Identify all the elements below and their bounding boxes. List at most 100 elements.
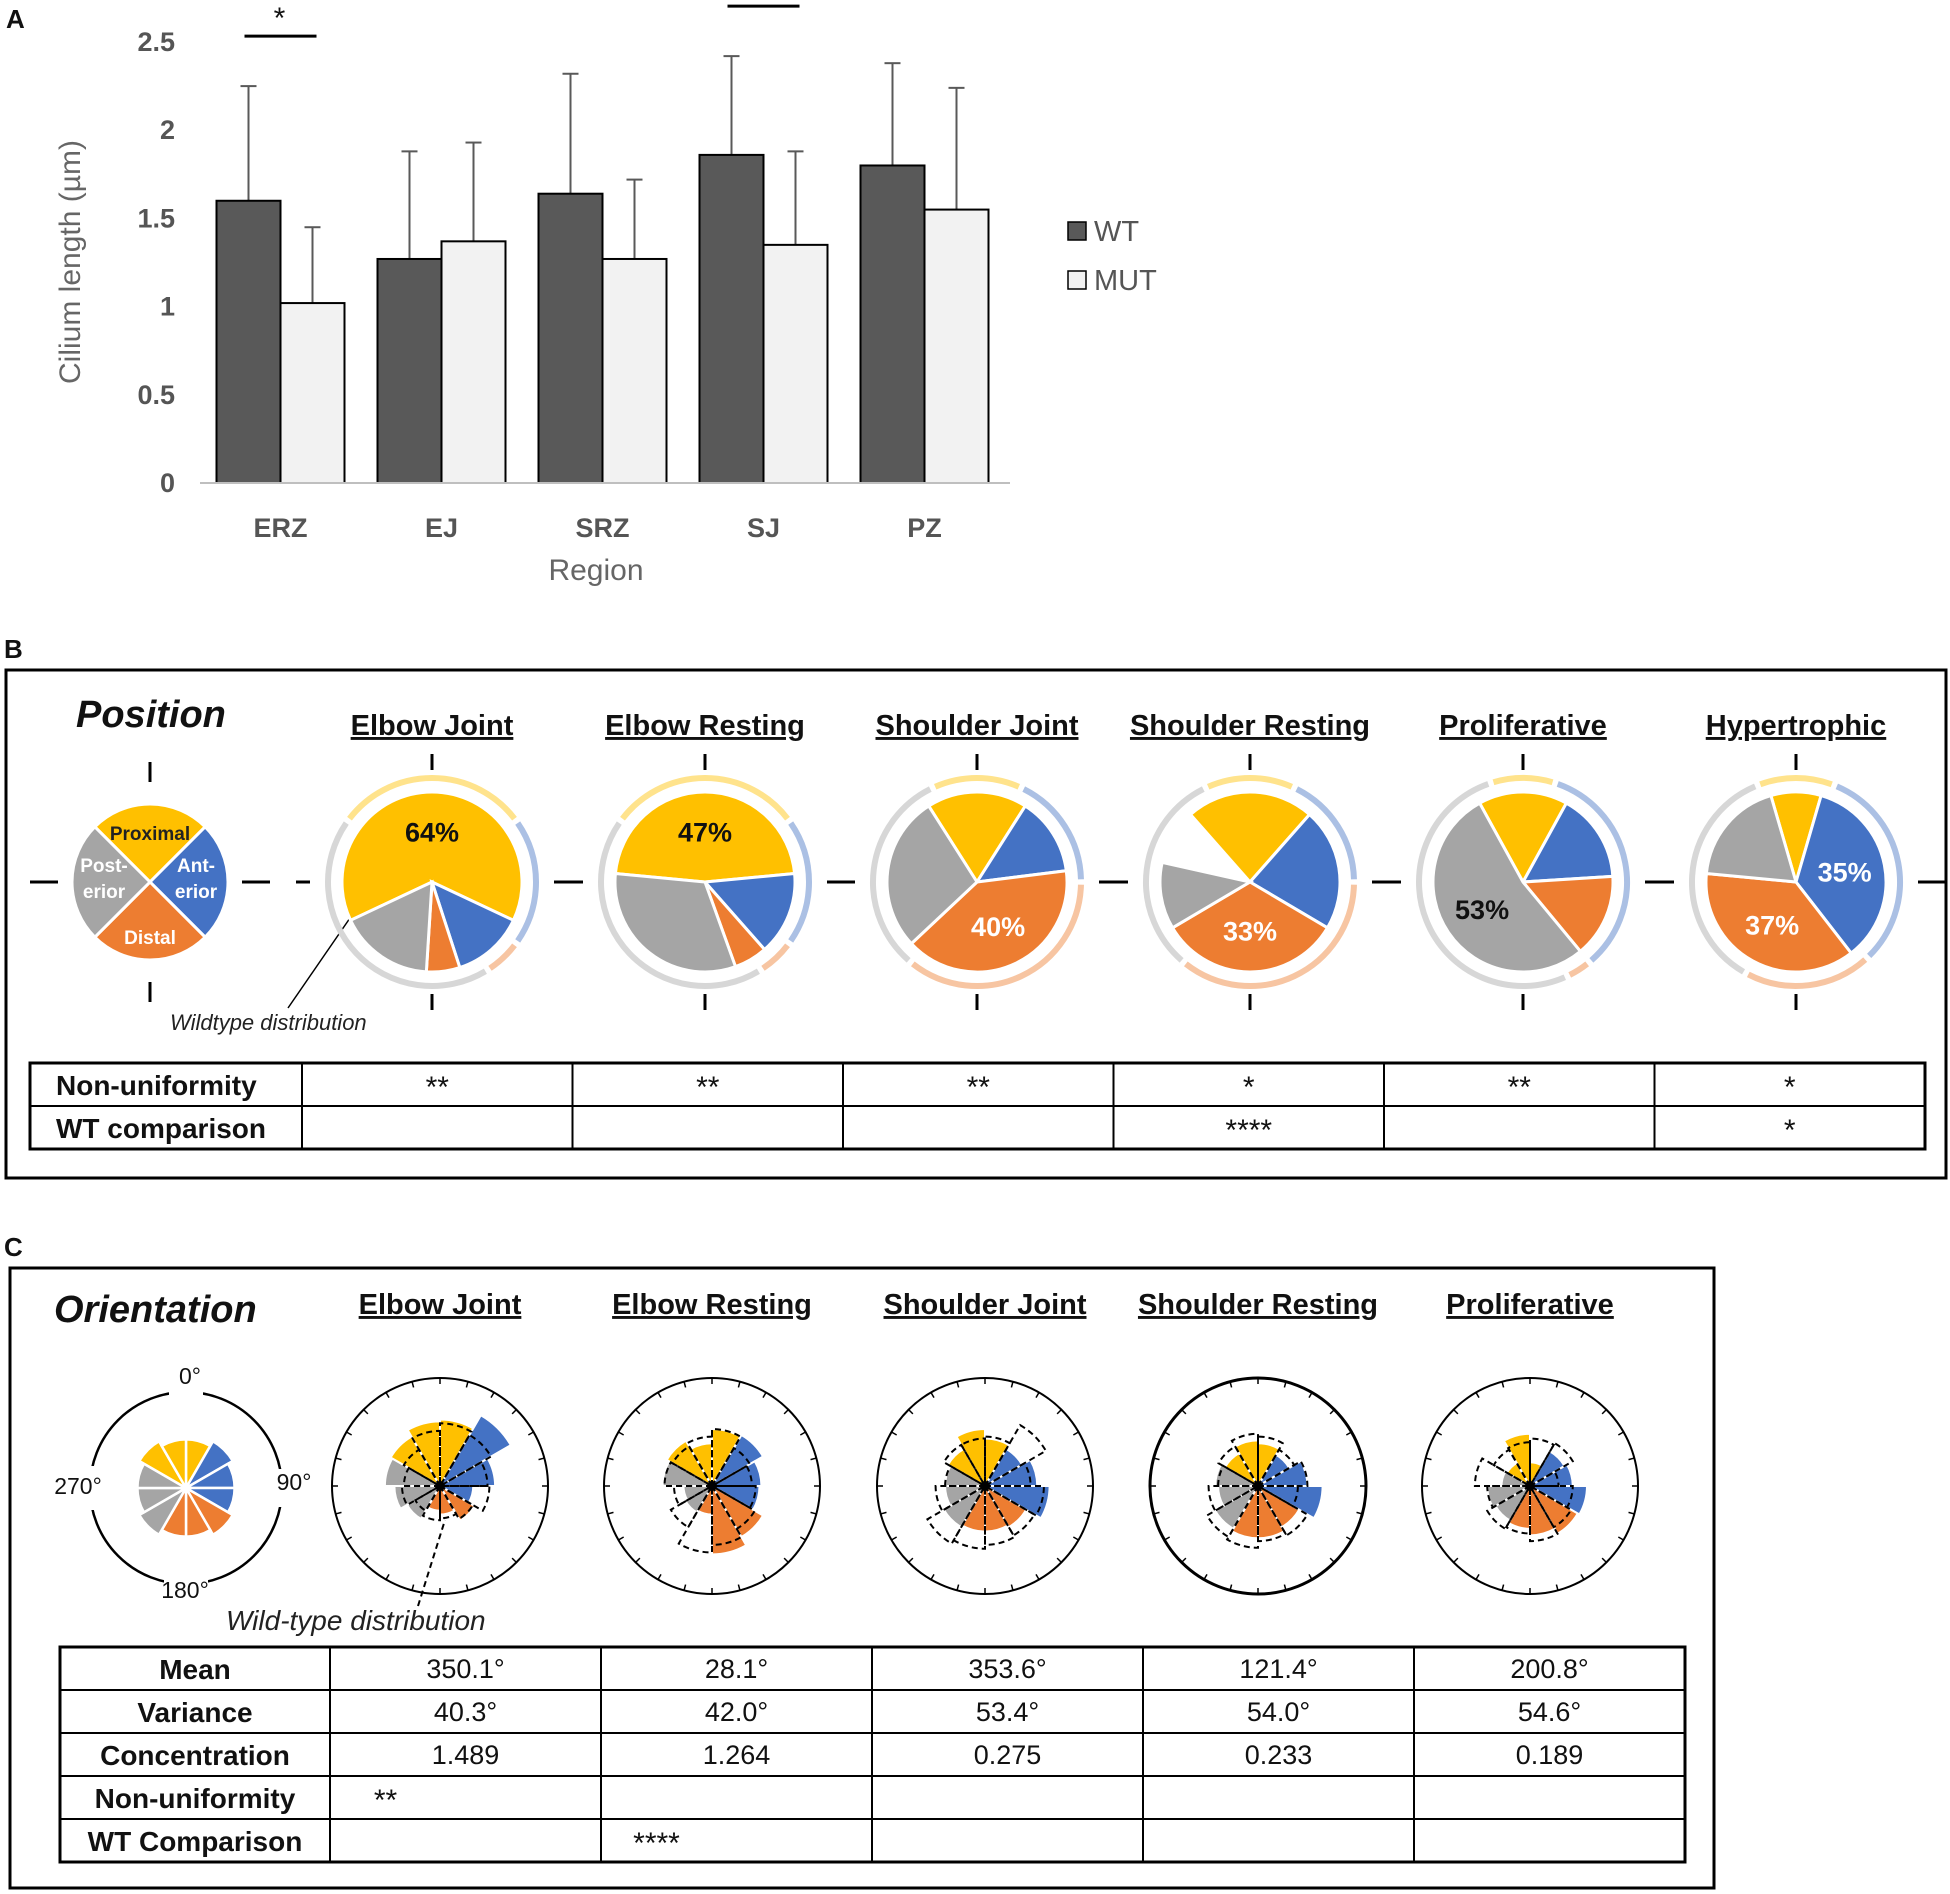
orientation-col-header: Shoulder Joint xyxy=(884,1289,1087,1321)
rose-wildtype-outline xyxy=(1225,1482,1259,1549)
legend-slice xyxy=(92,802,208,885)
rose-ring-tick xyxy=(737,1584,741,1591)
rose-ring-tick xyxy=(799,1431,806,1436)
orientation-table-cell: 53.4° xyxy=(976,1697,1039,1727)
rose-ring-tick xyxy=(908,1557,914,1563)
orientation-table-row-label: Mean xyxy=(159,1654,231,1685)
pie-slice xyxy=(701,871,797,952)
rose-ring-tick xyxy=(1580,1573,1585,1580)
orientation-roses xyxy=(331,1376,1639,1596)
bar-wt-sj xyxy=(698,153,765,484)
rose-wildtype-outline xyxy=(421,1482,441,1522)
legend-slice xyxy=(147,824,230,940)
legend-rose-petal xyxy=(137,1484,190,1537)
bar-mut-ej xyxy=(440,240,507,484)
rose-wildtype-outline xyxy=(942,1443,988,1489)
legend-label-mut: MUT xyxy=(1094,265,1157,297)
rose-wildtype-outline xyxy=(677,1482,713,1554)
panel-c-letter: C xyxy=(4,1232,23,1262)
rose-wildtype-outline xyxy=(959,1437,986,1490)
pie-slice xyxy=(1704,871,1854,974)
rose-ring-tick xyxy=(1601,1557,1607,1563)
legend-slice-label: Ant- xyxy=(177,856,215,877)
wildtype-ring-segment xyxy=(1206,775,1294,790)
orientation-table-cell: ** xyxy=(374,1784,398,1817)
a-x-axis-title: Region xyxy=(548,554,643,587)
rose-ring-tick xyxy=(810,1457,817,1461)
rose-petal xyxy=(665,1439,715,1489)
rose-wildtype-outline xyxy=(1205,1483,1261,1539)
orientation-table-row-label: Variance xyxy=(137,1697,252,1728)
position-col-header: Hypertrophic xyxy=(1706,710,1886,742)
rose-wildtype-outline xyxy=(981,1485,1045,1517)
rose-wildtype-outline xyxy=(437,1433,493,1489)
rose-ring-tick xyxy=(1501,1381,1505,1388)
orientation-table-cell: 54.6° xyxy=(1518,1697,1581,1727)
rose-petal xyxy=(1254,1485,1324,1520)
orientation-table-cell: 353.6° xyxy=(968,1654,1046,1684)
rose-wildtype-outline xyxy=(708,1464,753,1487)
orientation-col-header: Proliferative xyxy=(1446,1289,1614,1321)
rose-ring-tick xyxy=(956,1584,960,1591)
a-y-tick-label: 1 xyxy=(160,292,175,322)
pie-percent-label: 33% xyxy=(1223,917,1277,947)
pie-slice xyxy=(885,803,979,946)
legend-slice-label: Post- xyxy=(80,856,128,877)
a-x-tick-label: SJ xyxy=(747,513,780,543)
pie-slice xyxy=(909,869,1069,974)
rose-ring-tick xyxy=(1229,1584,1233,1591)
panel-a: A Cilium length (µm) 00.511.522.5 ** ERZ… xyxy=(6,0,1157,587)
rose-wildtype-outline xyxy=(411,1429,441,1490)
rose-ring-tick xyxy=(1308,1573,1313,1580)
wildtype-ring-segment xyxy=(515,821,539,943)
orientation-table-cell: 40.3° xyxy=(434,1697,497,1727)
rose-wildtype-outline xyxy=(711,1482,743,1546)
pie-percent-label: 64% xyxy=(405,818,459,848)
rose-wildtype-outline xyxy=(1526,1470,1560,1487)
rose-ring-tick xyxy=(465,1584,469,1591)
wildtype-ring-segment xyxy=(910,884,1084,989)
position-column-headers: Elbow Joint Elbow Resting Shoulder Joint Sh… xyxy=(351,710,1887,742)
legend-slice xyxy=(70,824,153,940)
rose-wildtype-outline xyxy=(1506,1441,1531,1490)
rose-ring-tick xyxy=(511,1557,517,1563)
pie-slice xyxy=(1519,874,1615,954)
rose-wildtype-outline xyxy=(1529,1482,1559,1543)
wildtype-ring-segment xyxy=(1689,783,1757,975)
rose-wildtype-outline xyxy=(439,1482,458,1520)
rose-ring-tick xyxy=(363,1409,369,1415)
position-col-header: Shoulder Resting xyxy=(1130,710,1370,742)
rose-wildtype-outline xyxy=(1529,1437,1556,1490)
legend-rose-petal xyxy=(159,1438,188,1493)
rose-ring-tick xyxy=(1436,1536,1443,1541)
rose-petal xyxy=(1213,1483,1261,1531)
rose-ring-tick xyxy=(783,1409,789,1415)
bar-mut-sj xyxy=(762,243,829,484)
wildtype-ring-segment xyxy=(933,775,1021,790)
rose-ring-tick xyxy=(683,1381,687,1388)
a-x-tick-label: EJ xyxy=(425,513,458,543)
rose-ring-tick xyxy=(1164,1431,1171,1436)
rose-ring-tick xyxy=(1356,1457,1363,1461)
orientation-table-row-label: Concentration xyxy=(100,1740,290,1771)
wildtype-ring-segment xyxy=(1295,786,1357,880)
rose-ring-tick xyxy=(657,1392,662,1399)
rose-ring-tick xyxy=(1628,1511,1635,1515)
legend-ring-gap xyxy=(271,1469,293,1507)
orientation-table-cell: 28.1° xyxy=(705,1654,768,1684)
pie-percent-label: 37% xyxy=(1745,910,1799,940)
pie-slice xyxy=(348,879,434,974)
rose-wildtype-outline xyxy=(436,1460,489,1487)
rose-petal xyxy=(711,1482,748,1556)
rose-wildtype-outline xyxy=(685,1435,713,1490)
pie-percent-label: 53% xyxy=(1455,895,1509,925)
rose-wildtype-outline xyxy=(1254,1485,1299,1508)
rose-wildtype-outline xyxy=(1257,1435,1285,1490)
pie-slice xyxy=(1170,880,1330,974)
rose-wildtype-outline xyxy=(981,1461,1032,1487)
position-pies: 64% 47% 40% 33% 53% 35% 37% xyxy=(296,754,1946,1010)
legend-rose-petal xyxy=(182,1439,235,1492)
rose-ring-tick xyxy=(411,1584,415,1591)
rose-wildtype-outline xyxy=(926,1483,988,1545)
rose-ring-tick xyxy=(1072,1431,1079,1436)
